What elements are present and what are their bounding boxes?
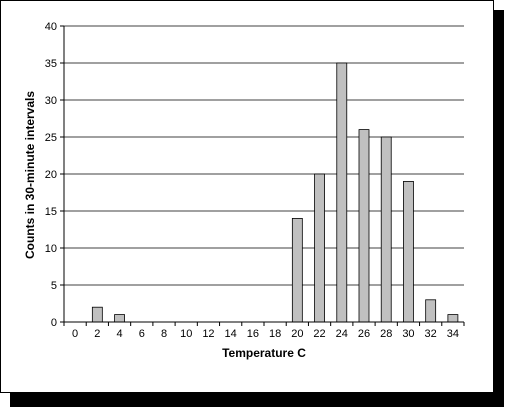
bar-32	[425, 299, 437, 323]
x-tick-label: 34	[447, 328, 459, 340]
x-tick-label: 30	[402, 328, 414, 340]
bar-34	[447, 314, 459, 323]
x-tick-label: 28	[380, 328, 392, 340]
y-tick-label: 5	[51, 280, 57, 292]
x-tick-label: 6	[139, 328, 145, 340]
bar-4	[114, 314, 125, 323]
x-tick-label: 22	[313, 328, 325, 340]
x-tick-label: 26	[358, 328, 370, 340]
y-tick-label: 35	[45, 58, 57, 70]
y-tick-labels: 0 5 10 15 20 25 30 35 40	[45, 21, 57, 329]
y-tick-label: 30	[45, 95, 57, 107]
y-tick-label: 15	[45, 206, 57, 218]
y-axis-title: Counts in 30-minute intervals	[23, 91, 37, 259]
y-tick-label: 40	[45, 21, 57, 33]
x-tick-label: 20	[291, 328, 303, 340]
bar-2	[91, 306, 103, 323]
x-tick-label: 2	[94, 328, 100, 340]
y-tick-label: 10	[45, 243, 57, 255]
x-tick-label: 16	[247, 328, 259, 340]
bar-30	[403, 180, 414, 323]
x-tick-label: 10	[180, 328, 192, 340]
y-tick-label: 25	[45, 132, 57, 144]
x-tick-label: 0	[72, 328, 78, 340]
x-tick-label: 14	[225, 328, 237, 340]
y-tick-label: 20	[45, 169, 57, 181]
axes	[60, 25, 465, 326]
x-tick-label: 18	[269, 328, 281, 340]
x-tick-label: 12	[202, 328, 214, 340]
x-axis-title: Temperature C	[222, 346, 306, 360]
bar-20	[291, 217, 303, 323]
bar-24	[336, 62, 348, 323]
bar-28	[380, 136, 392, 323]
x-tick-labels: 0 2 4 6 8 10 12 14 16 18 20 22 24 26 28 30 32 34	[72, 328, 459, 340]
x-tick-label: 4	[116, 328, 122, 340]
x-tick-label: 24	[336, 328, 348, 340]
x-tick-label: 32	[425, 328, 437, 340]
bars	[91, 62, 459, 323]
gridlines	[64, 25, 464, 286]
y-tick-label: 0	[51, 317, 57, 329]
bar-22	[314, 173, 325, 323]
bar-26	[358, 129, 370, 323]
x-tick-label: 8	[161, 328, 167, 340]
